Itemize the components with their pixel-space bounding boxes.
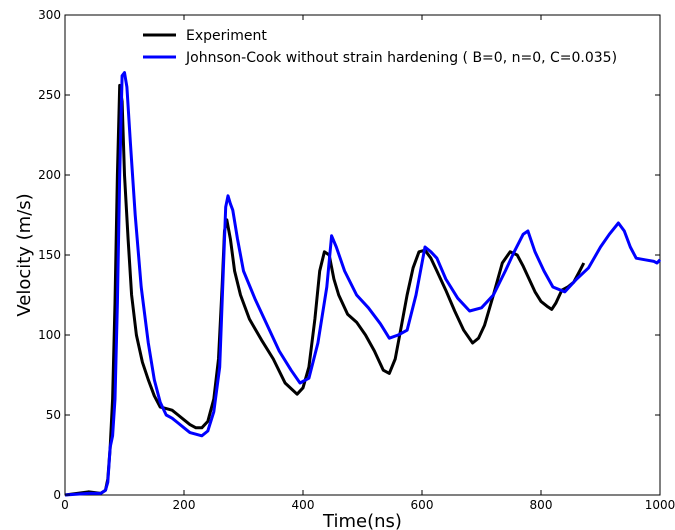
x-tick-label: 600 xyxy=(411,498,434,512)
x-tick-label: 400 xyxy=(292,498,315,512)
series-line-1 xyxy=(64,71,662,497)
series-layer xyxy=(64,71,662,497)
x-tick-label: 1000 xyxy=(645,498,675,512)
y-tick-label: 100 xyxy=(38,328,61,342)
legend-label-1: Johnson-Cook without strain hardening ( … xyxy=(185,50,617,66)
plot-area xyxy=(64,14,661,496)
series-line-0 xyxy=(64,83,586,497)
legend: Experiment Johnson-Cook without strain ha… xyxy=(143,28,617,66)
y-axis-label: Velocity (m/s) xyxy=(14,193,35,316)
x-axis-label: Time(ns) xyxy=(322,511,402,530)
x-tick-label: 0 xyxy=(61,498,69,512)
ticks-layer: 0 200 400 600 800 1000 0 50 100 150 200 250 300 xyxy=(38,8,675,512)
x-tick-label: 800 xyxy=(530,498,553,512)
legend-label-0: Experiment xyxy=(186,28,267,44)
y-tick-label: 150 xyxy=(38,248,61,262)
y-tick-label: 250 xyxy=(38,88,61,102)
x-tick-label: 200 xyxy=(173,498,196,512)
y-tick-label: 0 xyxy=(53,488,61,502)
y-tick-label: 50 xyxy=(46,408,61,422)
y-tick-label: 200 xyxy=(38,168,61,182)
y-tick-label: 300 xyxy=(38,8,61,22)
